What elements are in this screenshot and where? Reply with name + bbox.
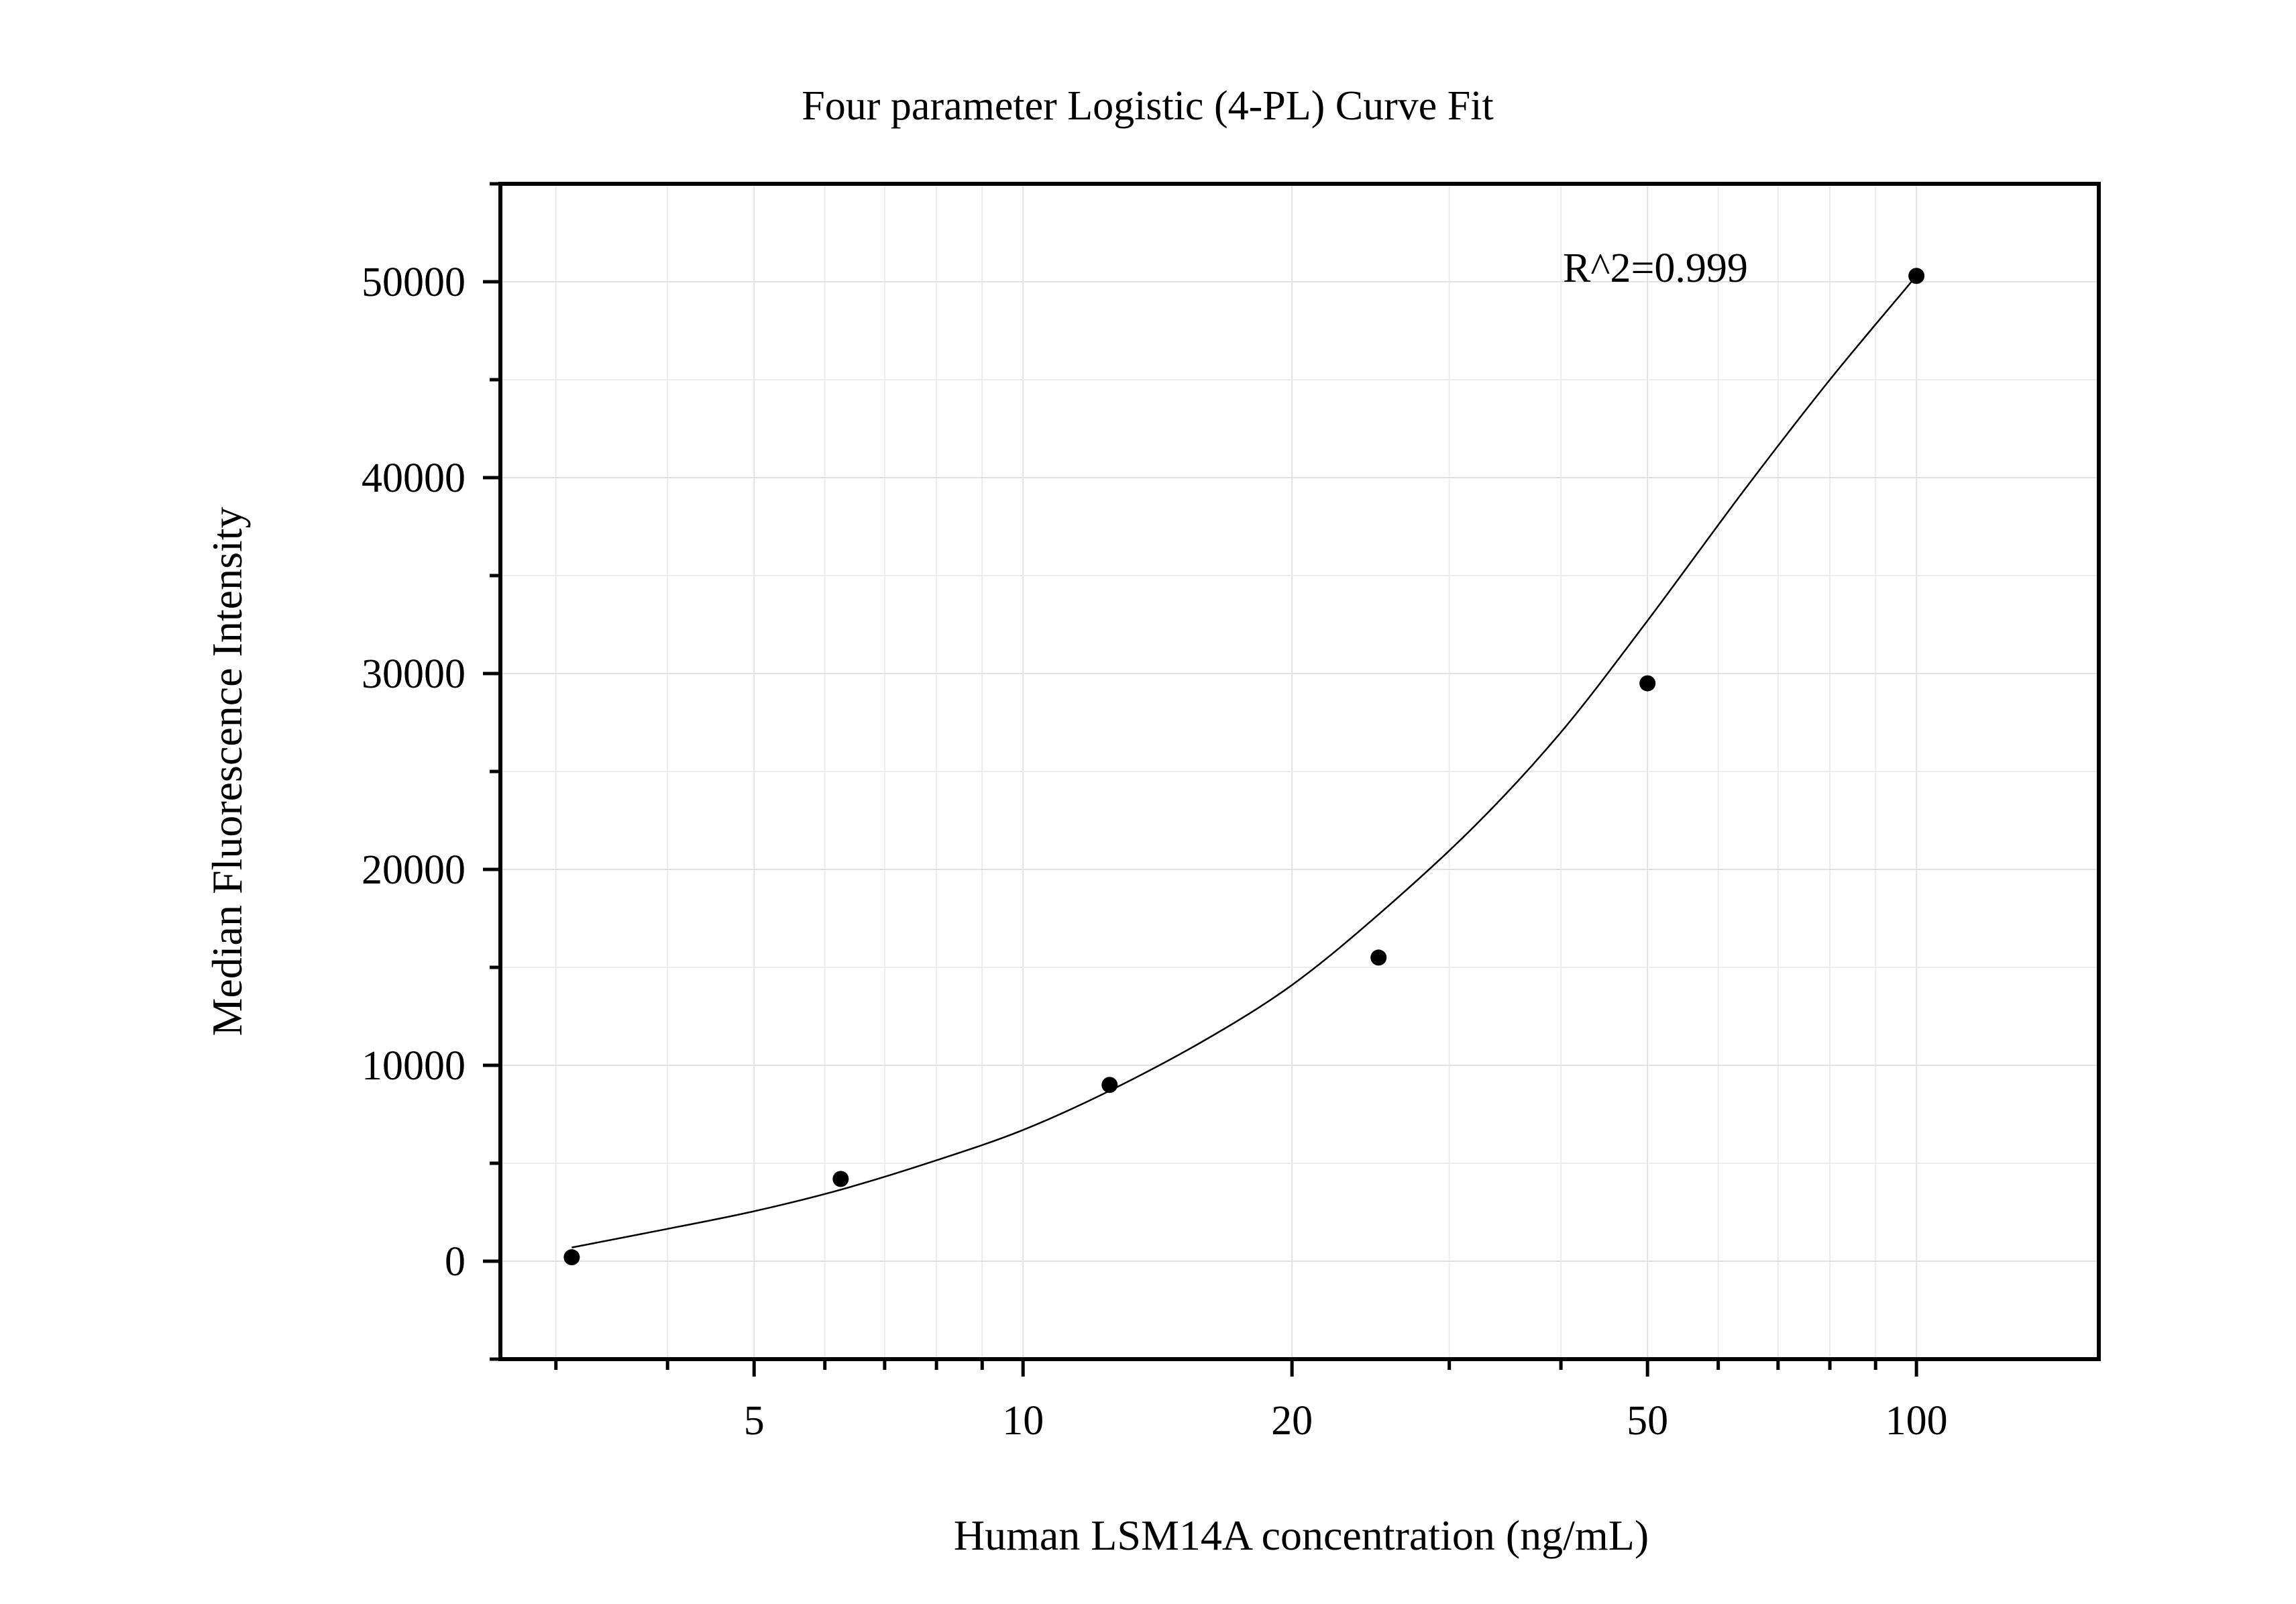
data-point bbox=[563, 1249, 580, 1266]
data-point bbox=[1370, 949, 1387, 966]
x-tick-label: 100 bbox=[1885, 1398, 1948, 1444]
y-tick-label: 10000 bbox=[362, 1043, 466, 1089]
data-point bbox=[1908, 268, 1925, 284]
y-tick-label: 50000 bbox=[362, 260, 466, 305]
y-tick-label: 0 bbox=[445, 1239, 466, 1285]
grid bbox=[500, 183, 2099, 1360]
x-axis-label: Human LSM14A concentration (ng/mL) bbox=[954, 1511, 1649, 1559]
x-tick-label: 50 bbox=[1627, 1398, 1668, 1444]
axis-ticks bbox=[483, 182, 1918, 1377]
data-point bbox=[832, 1171, 849, 1187]
x-tick-label: 10 bbox=[1002, 1398, 1044, 1444]
data-point bbox=[1639, 675, 1656, 692]
data-point bbox=[1101, 1077, 1118, 1093]
x-tick-label: 5 bbox=[744, 1398, 765, 1444]
y-tick-label: 30000 bbox=[362, 651, 466, 697]
tick-labels: 5 10 20 50 100 0 10000 20000 30000 40000 50000 bbox=[362, 260, 1948, 1444]
y-tick-label: 20000 bbox=[362, 847, 466, 893]
r-squared-annotation: R^2=0.999 bbox=[1563, 246, 1748, 291]
y-axis-label: Median Fluorescence Intensity bbox=[203, 506, 251, 1036]
data-points bbox=[563, 268, 1925, 1266]
y-tick-label: 40000 bbox=[362, 456, 466, 501]
chart-title: Four parameter Logistic (4-PL) Curve Fit bbox=[802, 83, 1493, 129]
fit-curve bbox=[571, 275, 1918, 1248]
x-tick-label: 20 bbox=[1271, 1398, 1313, 1444]
